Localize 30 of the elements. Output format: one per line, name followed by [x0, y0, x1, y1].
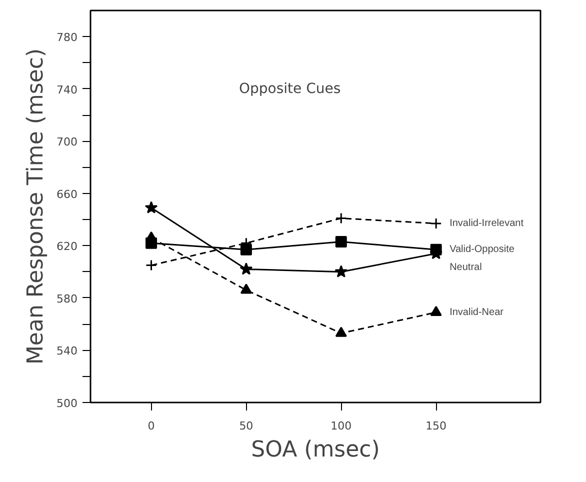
y-tick-label: 540	[56, 344, 78, 358]
y-tick-label: 620	[56, 240, 78, 254]
series-label: Valid-Opposite	[450, 244, 515, 256]
x-axis-title: SOA (msec)	[251, 438, 380, 462]
x-tick-label: 150	[426, 420, 447, 432]
point	[240, 284, 252, 294]
y-tick-label: 660	[56, 188, 78, 201]
y-tick-label: 780	[56, 31, 78, 44]
series-label: Invalid-Near	[450, 306, 504, 318]
point	[240, 244, 252, 256]
point	[240, 262, 253, 275]
y-tick-label: 700	[56, 136, 78, 149]
y-tick-label: 580	[56, 292, 78, 306]
series-label: Neutral	[450, 262, 482, 273]
point	[335, 212, 347, 224]
y-tick-label: 500	[56, 397, 78, 410]
series-label: Invalid-Irrelevant	[450, 218, 524, 229]
point	[430, 218, 442, 230]
y-tick-label: 740	[56, 83, 78, 96]
x-tick-label: 0	[148, 420, 155, 432]
point	[430, 306, 442, 316]
point	[335, 236, 347, 248]
y-axis-title: Mean Response Time (msec)	[24, 48, 49, 365]
point	[334, 265, 348, 278]
point	[335, 326, 347, 337]
annotation: Opposite Cues	[239, 80, 341, 97]
point	[144, 201, 158, 214]
x-tick-label: 100	[330, 420, 352, 432]
point	[146, 260, 158, 272]
x-tick-label: 50	[239, 420, 254, 432]
